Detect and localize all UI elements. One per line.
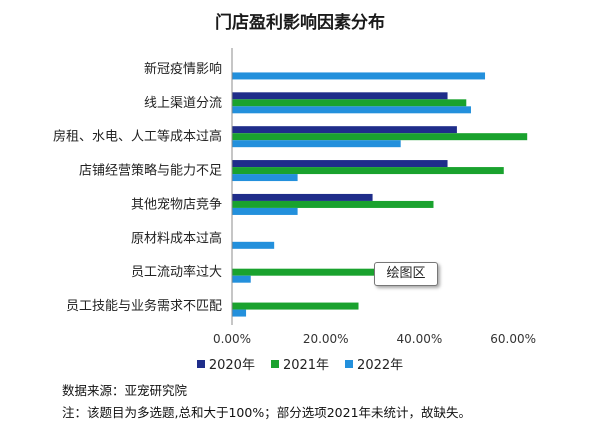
x-tick-label: 60.00% [490,332,536,346]
bar-2022年-2 [232,140,401,148]
bar-2021年-4 [232,200,434,208]
bar-2022年-4 [232,207,298,215]
category-label: 房租、水电、人工等成本过高 [53,129,222,145]
category-label: 其他宠物店竞争 [131,196,222,212]
bar-2021年-6 [232,268,375,276]
bar-2021年-7 [232,302,359,310]
legend-swatch-2022 [345,359,354,368]
source-note: 数据来源：亚宠研究院 [62,383,188,398]
category-label: 新冠疫情影响 [144,61,222,77]
bar-2020年-3 [232,160,448,168]
legend-item-2021: 2021年 [270,354,330,373]
category-label: 线上渠道分流 [144,96,222,111]
plot-area-tooltip: 绘图区 [374,262,438,286]
legend-swatch-2020 [196,359,205,368]
bar-2022年-0 [232,72,486,80]
bar-2022年-7 [232,309,247,317]
x-tick-label: 20.00% [303,332,349,346]
legend: 2020年 2021年 2022年 [0,354,600,373]
bar-2022年-5 [232,241,275,249]
legend-item-2020: 2020年 [196,354,255,373]
footnote: 注：该题目为多选题,总和大于100%；部分选项2021年未统计，故缺失。 [62,405,472,420]
category-label: 员工技能与业务需求不匹配 [66,298,222,314]
x-tick-label: 0.00% [213,332,251,346]
bar-2021年-1 [232,99,467,107]
bar-2021年-3 [232,167,504,175]
x-tick-label: 40.00% [397,332,443,346]
legend-label-2020: 2020年 [208,358,255,373]
bar-2022年-3 [232,174,298,182]
bar-2020年-2 [232,126,457,134]
legend-swatch-2021 [270,359,279,368]
chart-title: 门店盈利影响因素分布 [215,13,385,33]
legend-label-2021: 2021年 [282,358,330,373]
category-label: 原材料成本过高 [131,230,222,246]
category-label: 员工流动率过大 [131,264,222,280]
legend-item-2022: 2022年 [345,354,403,373]
bar-2020年-1 [232,92,448,100]
bar-2020年-4 [232,193,373,201]
bar-2022年-6 [232,275,251,283]
bar-2022年-1 [232,106,471,114]
legend-label-2022: 2022年 [357,358,404,373]
category-label: 店铺经营策略与能力不足 [79,163,222,179]
bar-2021年-2 [232,133,528,141]
